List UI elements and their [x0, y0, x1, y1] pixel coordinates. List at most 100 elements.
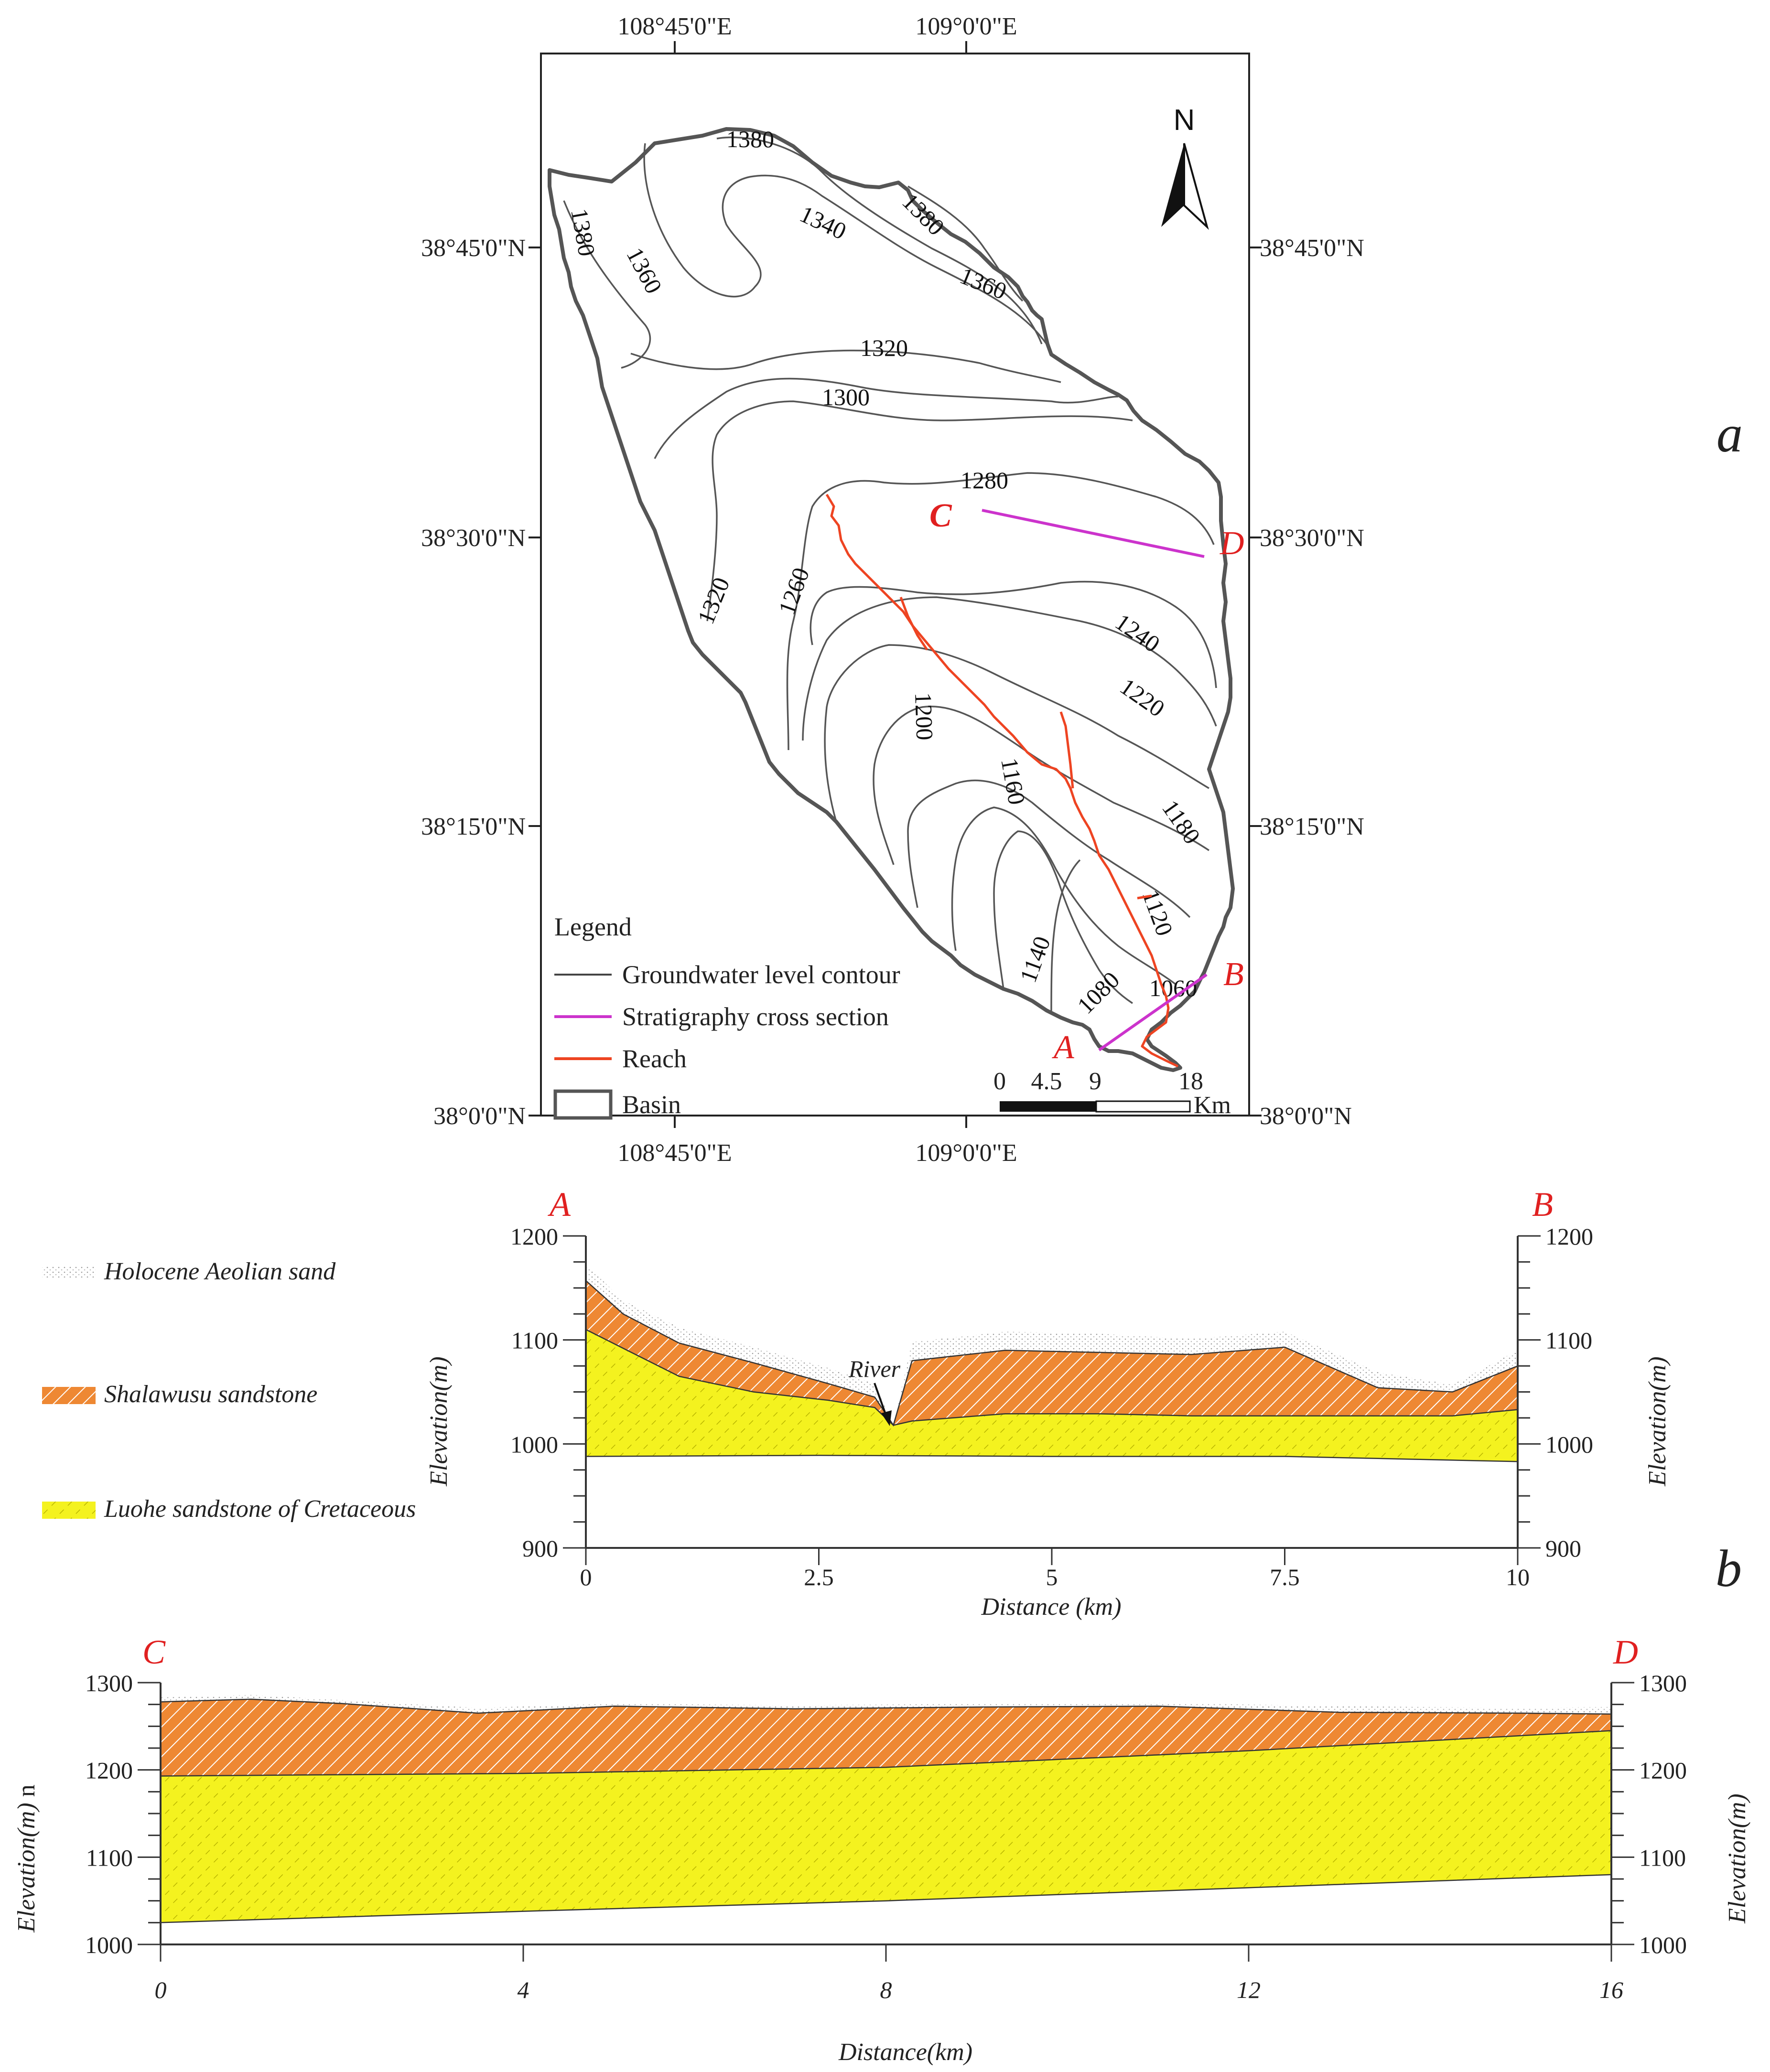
x-tick-label: 5: [1046, 1564, 1058, 1590]
panel-label-a: a: [1716, 405, 1743, 463]
y-tick-label-right: 1200: [1639, 1757, 1687, 1784]
scale-bar-white: [1095, 1100, 1191, 1113]
lat-label-left-4: 38°0'0"N: [433, 1103, 526, 1130]
layer-boundary: [585, 1329, 1518, 1426]
shalawusu-sandstone-layer: [161, 1699, 1611, 1776]
north-arrow: N: [1161, 104, 1209, 230]
x-tick-label: 12: [1237, 1976, 1261, 2003]
contour-label: 1180: [1157, 795, 1206, 849]
contour-label: 1360: [956, 262, 1011, 304]
contour-label: 1300: [822, 384, 870, 410]
contour-label: 1320: [860, 334, 908, 361]
ab-left-end-label: A: [548, 1185, 571, 1224]
lat-label-right-4: 38°0'0"N: [1260, 1103, 1352, 1130]
legend-luohe-label: Luohe sandstone of Cretaceous: [104, 1495, 416, 1523]
legend-luohe-swatch: [42, 1502, 96, 1519]
river-arrow: [874, 1383, 892, 1426]
y-tick-label-right: 1200: [1545, 1223, 1593, 1250]
north-arrow-right: [1183, 143, 1209, 230]
ab-tick-labels: 1200 1200 1100 1100 1000 1000 900 900 0 2.5 5 7.5 10: [510, 1223, 1593, 1590]
cd-left-end-label: C: [142, 1633, 166, 1671]
layer-boundary: [585, 1280, 1518, 1427]
lon-label-bottom-2: 109°0'0"E: [915, 1139, 1017, 1167]
luohe-sandstone-layer: [161, 1730, 1611, 1923]
section-point-b-label: B: [1223, 956, 1244, 993]
y-tick-label-left: 1000: [510, 1431, 558, 1458]
y-tick-label-left: 1100: [86, 1844, 133, 1871]
cd-xlabel: Distance(km): [838, 2039, 972, 2066]
cross-section-ab-chart: 1200 1200 1100 1100 1000 1000 900 900 0 2.5 5 7.5 10…: [425, 1185, 1742, 1621]
y-tick-label-right: 1000: [1639, 1932, 1687, 1958]
y-tick-label-right: 900: [1545, 1535, 1581, 1562]
scale-tick: 4.5: [1031, 1068, 1062, 1095]
contour-label: 1240: [1111, 608, 1165, 657]
cd-layers: [160, 1695, 1612, 1923]
y-tick-label-left: 900: [522, 1535, 558, 1562]
ab-axes: [563, 1235, 1541, 1565]
aeolian-sand-layer: [161, 1695, 1611, 1714]
lon-label-bottom-1: 108°45'0"E: [617, 1139, 732, 1167]
layer-boundary: [160, 1730, 1612, 1777]
legend-basin-swatch: [553, 1089, 613, 1120]
legend-contour-label: Groundwater level contour: [622, 960, 900, 989]
contour-label: 1140: [1015, 933, 1056, 986]
north-arrow-left: [1161, 143, 1184, 227]
x-tick-label: 7.5: [1270, 1564, 1300, 1590]
ab-xlabel: Distance (km): [981, 1593, 1121, 1621]
cd-axes: [138, 1682, 1634, 1962]
legend-shalawusu-label: Shalawusu sandstone: [104, 1381, 317, 1408]
x-tick-label: 4: [518, 1976, 529, 2003]
groundwater-contours: [563, 136, 1217, 1013]
map-legend: Legend Groundwater level contour Stratig…: [553, 913, 900, 1120]
x-tick-label: 10: [1506, 1564, 1530, 1590]
lat-label-left-3: 38°15'0"N: [421, 813, 526, 840]
strata-legend: Holocene Aeolian sand Shalawusu sandston…: [42, 1258, 416, 1523]
river-label: River: [848, 1355, 901, 1382]
y-tick-label-right: 1000: [1545, 1431, 1593, 1458]
legend-basin-label: Basin: [622, 1090, 681, 1119]
legend-aeolian-swatch: [42, 1266, 96, 1278]
layer-boundary: [160, 1874, 1612, 1923]
cd-ylabel-suffix: n: [13, 1784, 40, 1797]
y-tick-label-left: 1300: [85, 1670, 133, 1696]
contour-label: 1360: [621, 243, 667, 298]
scale-bar-black: [1000, 1101, 1096, 1112]
contour-label: 1340: [796, 200, 850, 245]
lon-label-top-2: 109°0'0"E: [915, 13, 1017, 40]
north-label: N: [1174, 104, 1195, 137]
contour-label: 1160: [996, 756, 1030, 806]
contour-label: 1260: [773, 564, 815, 618]
legend-title: Legend: [554, 913, 632, 941]
layer-boundary: [160, 1698, 1612, 1715]
y-tick-label-right: 1300: [1639, 1670, 1687, 1696]
ab-ylabel-left: Elevation(m): [425, 1356, 453, 1486]
scale-bar: 0 4.5 9 18 Km: [993, 1068, 1231, 1119]
x-tick-label: 0: [580, 1564, 592, 1590]
cd-ylabel-right: Elevation(m): [1724, 1793, 1751, 1923]
y-tick-label-left: 1200: [85, 1757, 133, 1784]
ab-ylabel-right: Elevation(m): [1644, 1356, 1671, 1486]
legend-shalawusu-swatch: [42, 1387, 96, 1404]
y-tick-label-left: 1000: [85, 1932, 133, 1958]
section-point-d-label: D: [1220, 525, 1244, 562]
lon-label-top-1: 108°45'0"E: [617, 13, 732, 40]
y-tick-label-right: 1100: [1545, 1327, 1592, 1354]
lat-label-left-1: 38°45'0"N: [421, 235, 526, 262]
x-tick-label: 2.5: [804, 1564, 834, 1590]
scale-tick: 18: [1178, 1068, 1203, 1095]
panel-label-b: b: [1716, 1539, 1742, 1598]
section-point-a-label: A: [1052, 1029, 1074, 1066]
contour-label: 1380: [726, 126, 774, 152]
ab-layers: [585, 1264, 1518, 1462]
x-tick-label: 16: [1599, 1976, 1623, 2003]
map-frame: [540, 53, 1250, 1117]
y-tick-label-right: 1100: [1639, 1844, 1686, 1871]
legend-section-label: Stratigraphy cross section: [622, 1002, 889, 1031]
luohe-sandstone-layer: [586, 1329, 1518, 1462]
section-point-c-label: C: [929, 497, 952, 534]
cd-right-end-label: D: [1613, 1633, 1638, 1671]
lat-label-left-2: 38°30'0"N: [421, 525, 526, 552]
aeolian-sand-layer: [586, 1264, 1518, 1426]
cd-ylabel-left: Elevation(m) n: [13, 1784, 40, 1932]
